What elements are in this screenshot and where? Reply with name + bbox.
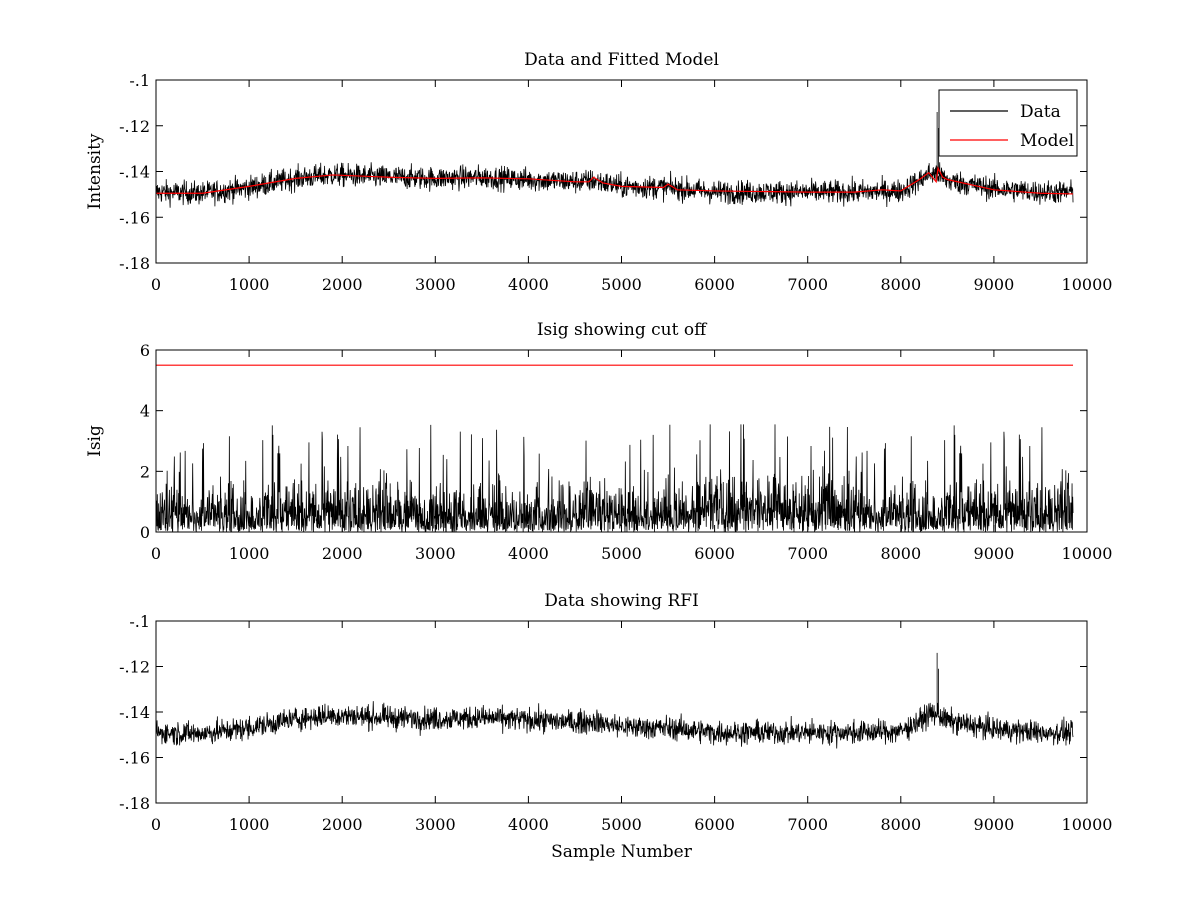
series-data-line [156, 652, 1074, 749]
plot-area [156, 652, 1074, 749]
y-tick-label: -.1 [129, 612, 150, 631]
x-tick-label: 4000 [508, 544, 549, 563]
x-tick-label: 0 [151, 544, 161, 563]
subplot-3: 0 1000 2000 3000 4000 5000 6000 7000 8000 9000 100… [119, 591, 1112, 862]
x-tick-label: 0 [151, 275, 161, 294]
y-tick-label: -.12 [119, 658, 150, 677]
x-tick-label: 4000 [508, 815, 549, 834]
x-tick-label: 1000 [229, 275, 270, 294]
x-tick-label: 5000 [601, 275, 642, 294]
subplot-1: 0 1000 2000 3000 4000 5000 6000 7000 8000 9000 100… [85, 50, 1112, 294]
y-axis-label: Isig [85, 425, 105, 457]
x-tick-label: 7000 [787, 815, 828, 834]
y-tick-label: -.12 [119, 117, 150, 136]
x-tick-label: 6000 [694, 275, 735, 294]
chart-title: Data and Fitted Model [524, 50, 719, 70]
x-tick-label: 3000 [415, 275, 456, 294]
y-tick-label: 2 [140, 462, 150, 481]
y-tick-label: 6 [140, 341, 150, 360]
x-tick-label: 6000 [694, 544, 735, 563]
x-tick-label: 1000 [229, 815, 270, 834]
x-tick-label: 8000 [880, 815, 921, 834]
x-tick-label: 8000 [880, 544, 921, 563]
x-axis-label: Sample Number [551, 842, 693, 862]
x-tick-label: 10000 [1062, 815, 1113, 834]
subplots: 0 1000 2000 3000 4000 5000 6000 7000 8000 9000 100… [85, 50, 1112, 862]
x-tick-label: 1000 [229, 544, 270, 563]
legend-box [938, 89, 1078, 157]
x-tick-label: 9000 [974, 275, 1015, 294]
y-tick-label: -.16 [119, 208, 150, 227]
x-tick-label: 2000 [322, 275, 363, 294]
legend-label-model: Model [1020, 131, 1074, 151]
x-tick-label: 0 [151, 815, 161, 834]
x-tick-label: 3000 [415, 544, 456, 563]
chart-title: Data showing RFI [544, 591, 699, 611]
x-tick-label: 5000 [601, 544, 642, 563]
y-tick-label: 4 [140, 402, 150, 421]
y-tick-label: -.18 [119, 254, 150, 273]
y-tick-label: 0 [140, 523, 150, 542]
x-tick-label: 9000 [974, 815, 1015, 834]
y-tick-label: -.18 [119, 794, 150, 813]
series-isig-line [156, 424, 1074, 532]
x-tick-label: 3000 [415, 815, 456, 834]
series-model-line [156, 166, 1074, 195]
y-tick-label: -.14 [119, 163, 150, 182]
y-tick-label: -.14 [119, 703, 150, 722]
chart-title: Isig showing cut off [537, 320, 708, 340]
subplot-2: 0 1000 2000 3000 4000 5000 6000 7000 8000 9000 100… [85, 320, 1112, 563]
x-tick-label: 4000 [508, 275, 549, 294]
legend: Data Model [938, 89, 1078, 157]
x-tick-label: 2000 [322, 815, 363, 834]
x-tick-label: 8000 [880, 275, 921, 294]
x-tick-label: 10000 [1062, 544, 1113, 563]
x-tick-label: 9000 [974, 544, 1015, 563]
x-tick-label: 2000 [322, 544, 363, 563]
y-tick-label: -.1 [129, 71, 150, 90]
plot-area [156, 364, 1074, 532]
x-tick-label: 7000 [787, 544, 828, 563]
legend-label-data: Data [1020, 102, 1061, 122]
y-axis-label: Intensity [85, 133, 105, 209]
y-tick-label: -.16 [119, 749, 150, 768]
x-tick-label: 7000 [787, 275, 828, 294]
x-tick-label: 5000 [601, 815, 642, 834]
x-tick-label: 10000 [1062, 275, 1113, 294]
x-tick-label: 6000 [694, 815, 735, 834]
